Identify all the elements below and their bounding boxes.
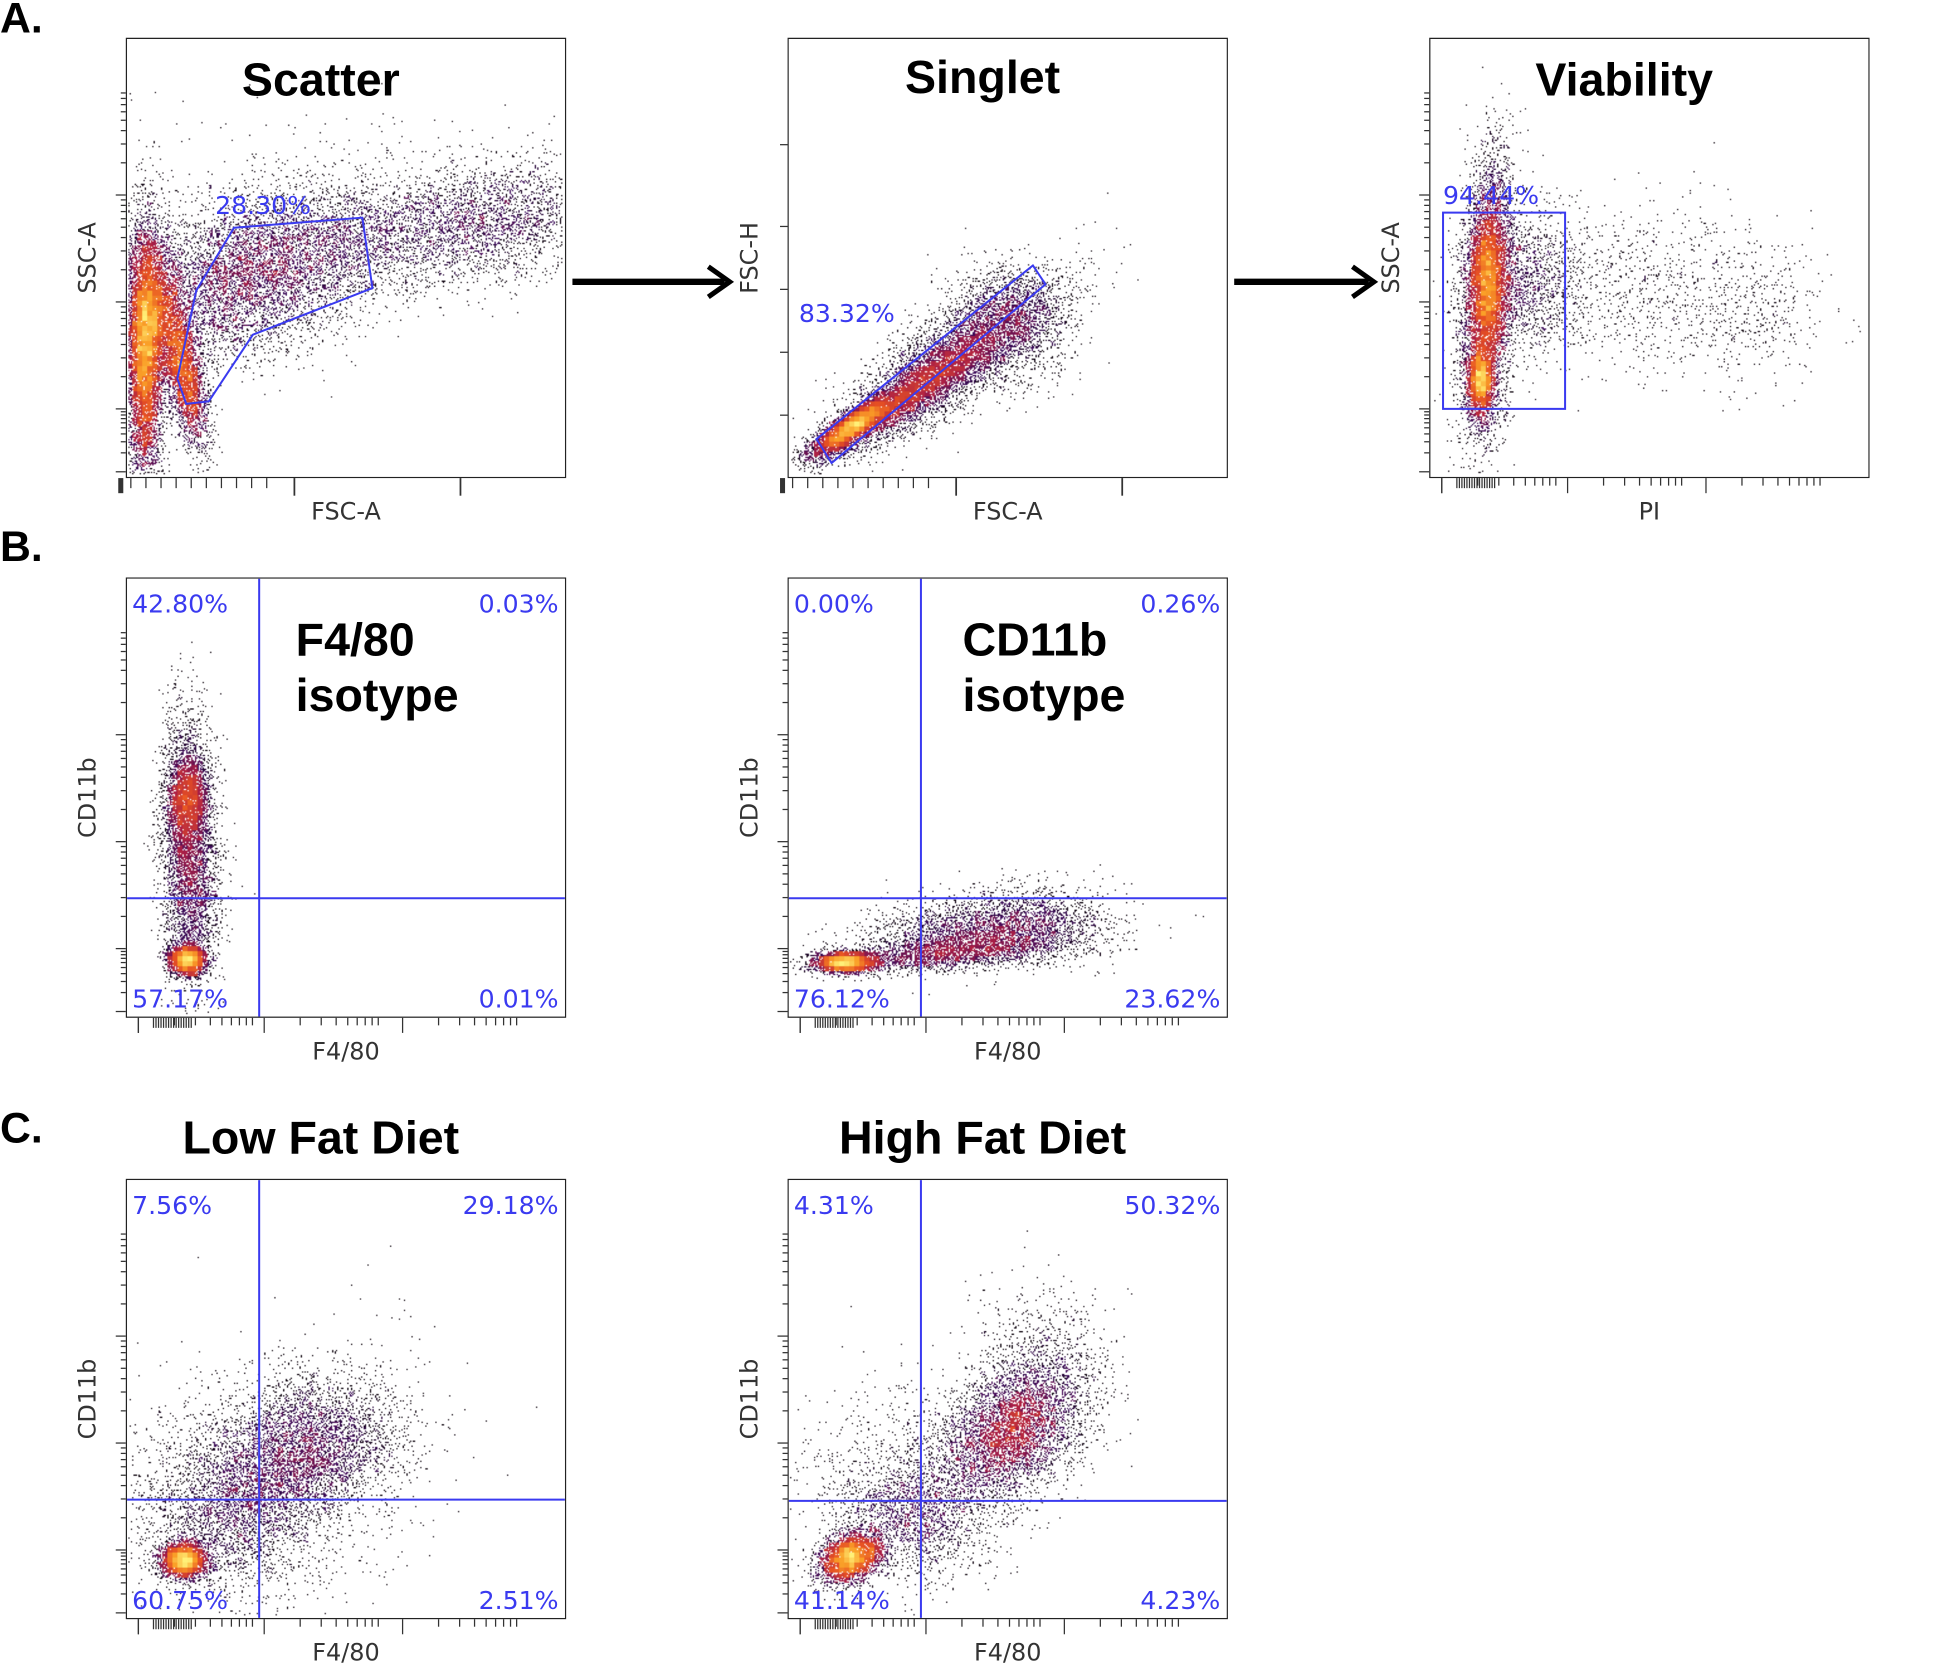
density-cloud (127, 1180, 565, 1618)
flow-plot-cd11b-isotype: 0.00% 0.26% 76.12% 23.62% (787, 577, 1228, 1018)
gate-rectangle (1442, 211, 1567, 410)
y-axis-label: CD11b (74, 1358, 102, 1440)
flow-plot-scatter: 28.30% (125, 37, 567, 479)
quadrant-lower-right-percentage: 23.62% (1124, 983, 1221, 1015)
axis-ticks (115, 92, 462, 496)
axis-ticks (777, 632, 1180, 1033)
quadrant-lower-right-percentage: 4.23% (1140, 1585, 1221, 1616)
plot-title: CD11b isotype (962, 613, 1125, 725)
axis-ticks (1419, 92, 1821, 494)
flow-plot-high-fat-diet: 4.31% 50.32% 41.14% 4.23% (787, 1178, 1228, 1620)
gate-percentage: 28.30% (215, 189, 312, 221)
gate-polygon (815, 263, 1047, 465)
figure-label-a: A. (0, 0, 43, 43)
y-axis-label: SSC-A (74, 222, 102, 294)
quadrant-upper-left-percentage: 42.80% (132, 588, 229, 619)
y-axis-label: FSC-H (735, 222, 764, 294)
figure-label-b: B. (0, 523, 43, 572)
quadrant-upper-right-percentage: 0.26% (1140, 588, 1221, 619)
flow-plot-singlet: 83.32% (787, 37, 1228, 479)
quadrant-upper-left-percentage: 7.56% (132, 1190, 213, 1221)
y-axis-label: CD11b (735, 757, 764, 838)
density-cloud (788, 578, 1227, 1017)
y-axis-label: CD11b (735, 1358, 764, 1440)
quadrant-lower-right-percentage: 0.01% (478, 983, 559, 1015)
axis-ticks (777, 1233, 1180, 1635)
quadrant-lower-left-percentage: 57.17% (132, 983, 229, 1015)
y-axis-label: SSC-A (1377, 222, 1406, 294)
gate-percentage: 94.44% (1443, 179, 1539, 211)
plot-title: Low Fat Diet (182, 1112, 460, 1164)
axis-ticks (780, 144, 1124, 496)
flow-plot-f4-80-isotype: 42.80% 0.03% 57.17% 0.01% (125, 577, 567, 1018)
axis-ticks (115, 1233, 518, 1635)
quadrant-lower-left-percentage: 76.12% (793, 983, 890, 1015)
arrow-right-icon (572, 264, 735, 299)
plot-title: F4/80 isotype (296, 613, 459, 725)
quadrant-upper-right-percentage: 0.03% (478, 588, 559, 619)
y-axis-label: CD11b (74, 757, 102, 838)
plot-title: Singlet (904, 51, 1061, 104)
axis-ticks (115, 632, 518, 1033)
quadrant-lower-right-percentage: 2.51% (478, 1585, 559, 1616)
plot-title: Scatter (241, 54, 400, 106)
x-axis-label: PI (1638, 498, 1661, 526)
x-axis-label: F4/80 (312, 1037, 380, 1066)
density-cloud (127, 39, 565, 477)
quadrant-lower-left-percentage: 60.75% (132, 1585, 229, 1616)
plot-title-line: CD11b (962, 613, 1108, 666)
density-cloud (127, 578, 565, 1017)
plot-title-line: isotype (962, 669, 1126, 722)
quadrant-upper-left-percentage: 4.31% (793, 1190, 874, 1221)
gate-polygon (176, 216, 374, 405)
figure-label-c: C. (0, 1104, 43, 1153)
gate-percentage: 83.32% (798, 298, 895, 329)
plot-title-line: isotype (295, 669, 459, 722)
quadrant-upper-right-percentage: 50.32% (1124, 1190, 1221, 1221)
quadrant-upper-right-percentage: 29.18% (462, 1190, 559, 1221)
x-axis-label: F4/80 (974, 1037, 1042, 1066)
plot-title: Viability (1535, 54, 1714, 106)
flow-plot-viability: 94.44% (1429, 37, 1870, 479)
x-axis-label: FSC-A (972, 498, 1043, 526)
density-cloud (1430, 39, 1869, 477)
quadrant-lower-left-percentage: 41.14% (793, 1585, 890, 1616)
arrow-right-icon (1234, 264, 1379, 299)
density-cloud (788, 1180, 1227, 1618)
quadrant-upper-left-percentage: 0.00% (793, 588, 874, 619)
plot-title: High Fat Diet (839, 1112, 1127, 1164)
x-axis-label: FSC-A (311, 498, 381, 526)
plot-title-line: F4/80 (295, 613, 415, 666)
flow-plot-low-fat-diet: 7.56% 29.18% 60.75% 2.51% (125, 1178, 567, 1620)
